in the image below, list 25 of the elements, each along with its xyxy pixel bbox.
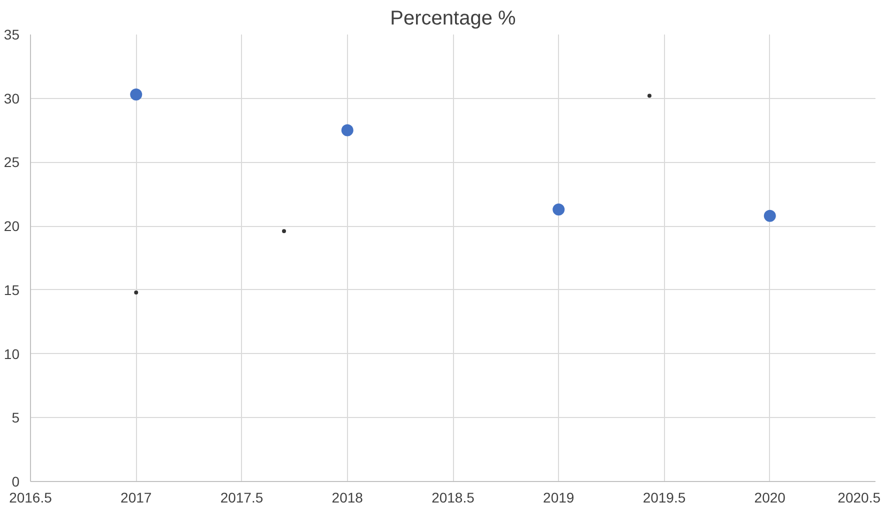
y-tick-label: 5: [12, 410, 20, 426]
x-tick-label: 2017: [120, 490, 152, 506]
y-tick-label: 15: [4, 282, 20, 298]
point: [647, 94, 652, 98]
y-tick-label: 35: [4, 26, 20, 42]
x-tick-label: 2020.5: [838, 490, 881, 506]
y-tick-label: 25: [4, 154, 20, 170]
point: [341, 124, 354, 136]
x-tick-label: 2016.5: [9, 490, 52, 506]
y-tick-label: 0: [12, 474, 20, 490]
x-tick-label: 2018: [332, 490, 364, 506]
x-tick-label: 2017.5: [220, 490, 264, 506]
y-tick-label: 20: [4, 218, 20, 234]
point: [764, 210, 776, 222]
x-tick-label: 2019: [543, 490, 574, 506]
point: [130, 88, 142, 101]
y-tick-label: 10: [4, 346, 20, 362]
x-tick-label: 2019.5: [642, 490, 686, 506]
point: [134, 290, 138, 294]
point: [552, 203, 565, 216]
chart-title: Percentage %: [390, 8, 516, 30]
x-tick-label: 2020: [754, 490, 786, 506]
y-tick-label: 30: [4, 90, 20, 106]
x-tick-label: 2018.5: [432, 490, 475, 506]
point: [282, 229, 286, 234]
